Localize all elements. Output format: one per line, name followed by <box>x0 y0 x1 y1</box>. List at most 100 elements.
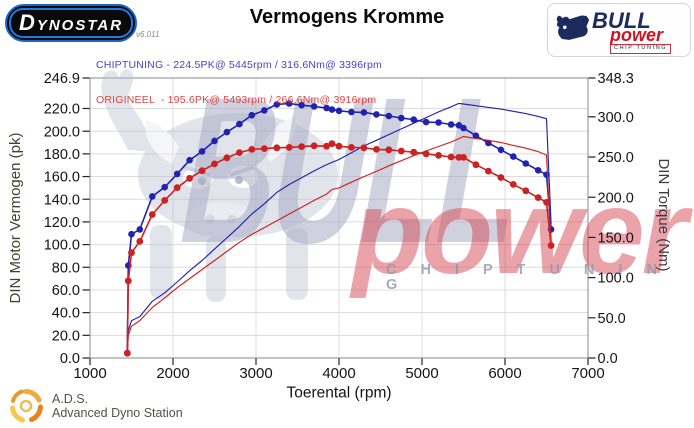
left-tick-label: 246.9 <box>44 71 80 87</box>
bullpower-logo: BULL power CHIP TUNING <box>547 3 691 57</box>
marker-chiptuning-torque-nm <box>522 160 530 167</box>
dynostar-logo-text: DYNOSTAR <box>18 10 124 35</box>
marker-origineel-torque-nm <box>373 146 380 153</box>
marker-origineel-torque-nm <box>323 142 330 150</box>
marker-chiptuning-torque-nm <box>161 183 168 191</box>
marker-origineel-torque-nm <box>397 147 405 155</box>
marker-chiptuning-torque-nm <box>236 120 243 128</box>
marker-chiptuning-torque-nm <box>285 100 293 107</box>
marker-chiptuning-torque-nm <box>373 111 380 118</box>
dynostar-version-text: v6.011 <box>136 30 160 39</box>
marker-chiptuning-torque-nm <box>248 111 256 119</box>
marker-origineel-torque-nm <box>161 197 169 204</box>
marker-origineel-torque-nm <box>248 146 256 153</box>
left-tick-label: 120.0 <box>44 215 80 231</box>
ads-footer: A.D.S. Advanced Dyno Station <box>8 388 183 424</box>
x-tick-label: 1000 <box>73 365 106 382</box>
marker-chiptuning-torque-nm <box>323 104 330 112</box>
marker-origineel-torque-nm <box>385 146 393 154</box>
marker-chiptuning-torque-nm <box>534 167 542 174</box>
marker-origineel-torque-nm <box>223 154 231 162</box>
marker-origineel-torque-nm <box>497 174 505 181</box>
marker-chiptuning-torque-nm <box>472 132 480 139</box>
marker-origineel-torque-nm <box>435 152 442 159</box>
marker-origineel-torque-nm <box>310 142 318 150</box>
left-tick-label: 200.0 <box>44 124 80 140</box>
marker-origineel-torque-nm <box>447 153 455 161</box>
marker-origineel-torque-nm <box>273 144 281 152</box>
marker-origineel-torque-nm <box>335 142 343 150</box>
marker-chiptuning-torque-nm <box>186 156 193 164</box>
plot-frame <box>89 77 589 359</box>
x-tick-label: 3000 <box>239 365 272 382</box>
left-tick-label: 60.0 <box>52 283 80 299</box>
marker-origineel-torque-nm <box>298 143 305 151</box>
marker-chiptuning-torque-nm <box>435 119 442 126</box>
left-tick-label: 100.0 <box>44 238 80 254</box>
marker-chiptuning-torque-nm <box>348 108 355 116</box>
left-tick-label: 0.0 <box>60 351 80 367</box>
dynostar-logo-ring <box>9 8 133 38</box>
x-axis-title: Toerental (rpm) <box>286 385 391 402</box>
marker-origineel-torque-nm <box>460 154 467 161</box>
left-tick-label: 20.0 <box>52 328 80 344</box>
legend-line-origineel: ORIGINEEL - 195.6PK@ 5493rpm / 266.6Nm@ … <box>96 93 377 106</box>
curve-chiptuning-power-pk <box>126 102 552 355</box>
marker-chiptuning-torque-nm <box>497 146 505 154</box>
marker-origineel-torque-nm <box>534 194 542 202</box>
legend-line-chiptuning: CHIPTUNING - 224.5PK@ 5445rpm / 316.6Nm@… <box>96 59 382 71</box>
legend: CHIPTUNING - 224.5PK@ 5445rpm / 316.6Nm@… <box>96 37 382 129</box>
marker-origineel-torque-nm <box>136 238 144 245</box>
right-tick-label: 348.3 <box>598 71 634 87</box>
left-tick-label: 160.0 <box>44 170 80 186</box>
marker-origineel-torque-nm <box>211 160 218 168</box>
marker-chiptuning-torque-nm <box>460 124 467 132</box>
marker-chiptuning-torque-nm <box>360 109 368 116</box>
marker-chiptuning-torque-nm <box>447 121 455 128</box>
marker-origineel-torque-nm <box>422 150 430 158</box>
marker-chiptuning-torque-nm <box>223 128 231 136</box>
marker-origineel-torque-nm <box>410 148 418 156</box>
marker-chiptuning-torque-nm <box>310 103 318 110</box>
right-tick-label: 300.0 <box>598 110 634 126</box>
right-axis-title: DIN Torque (Nm) <box>655 158 672 271</box>
x-tick-label: 4000 <box>322 365 355 382</box>
right-tick-label: 0.0 <box>598 351 618 367</box>
marker-chiptuning-torque-nm <box>485 139 492 147</box>
marker-origineel-torque-nm <box>348 144 355 151</box>
marker-origineel-torque-nm <box>123 349 131 357</box>
right-tick-label: 150.0 <box>598 230 634 246</box>
marker-chiptuning-torque-nm <box>198 148 206 155</box>
x-tick-label: 7000 <box>571 365 604 382</box>
right-tick-label: 250.0 <box>598 150 634 166</box>
marker-chiptuning-torque-nm <box>149 193 156 200</box>
x-tick-label: 2000 <box>156 365 189 382</box>
marker-chiptuning-torque-nm <box>298 101 305 109</box>
marker-chiptuning-torque-nm <box>328 106 336 113</box>
bullpower-logo-chiptuning-text: CHIP TUNING <box>610 44 672 54</box>
marker-origineel-torque-nm <box>360 144 368 152</box>
marker-origineel-torque-nm <box>522 187 530 195</box>
marker-chiptuning-torque-nm <box>136 226 144 233</box>
dynostar-logo: DYNOSTAR <box>5 4 137 42</box>
marker-origineel-torque-nm <box>260 145 268 153</box>
ads-swirl-logo <box>10 389 43 423</box>
marker-origineel-torque-nm <box>543 199 550 206</box>
marker-chiptuning-torque-nm <box>422 118 430 126</box>
page-title: Vermogens Kromme <box>249 6 445 28</box>
marker-chiptuning-torque-nm <box>173 170 181 178</box>
right-tick-label: 100.0 <box>598 271 634 287</box>
marker-origineel-torque-nm <box>173 184 181 192</box>
bullpower-logo-bull-text: BULL <box>592 8 651 33</box>
ads-name: Advanced Dyno Station <box>52 406 183 420</box>
marker-chiptuning-torque-nm <box>543 171 550 178</box>
bullpower-bull-icon <box>556 15 590 40</box>
marker-origineel-torque-nm <box>328 140 336 148</box>
left-axis-title: DIN Motor Vermogen (pk) <box>7 133 24 304</box>
left-tick-label: 140.0 <box>44 192 80 208</box>
marker-origineel-torque-nm <box>472 161 480 169</box>
left-tick-label: 220.0 <box>44 102 80 118</box>
marker-chiptuning-torque-nm <box>335 107 343 115</box>
